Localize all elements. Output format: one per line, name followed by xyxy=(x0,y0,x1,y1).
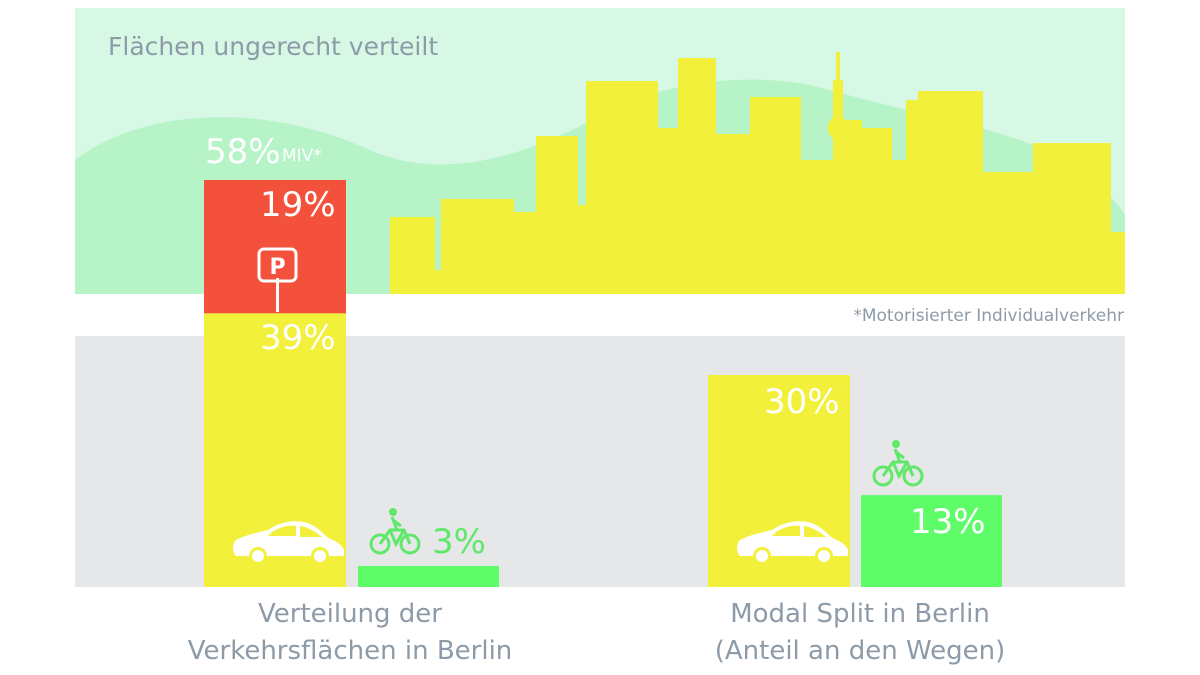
bicycle-icon xyxy=(872,440,924,487)
caption-line: (Anteil an den Wegen) xyxy=(714,636,1006,666)
bar-label-bike-trips: 13% xyxy=(910,502,986,542)
bar-label-parking: 19% xyxy=(260,185,336,225)
chart-caption-right: Modal Split in Berlin (Anteil an den Weg… xyxy=(680,596,1040,670)
caption-line: Verkehrsflächen in Berlin xyxy=(187,636,513,666)
parking-sign-label: P xyxy=(269,255,285,280)
miv-total-value: 58% xyxy=(205,132,281,172)
parking-sign-icon: P xyxy=(257,247,298,312)
car-icon xyxy=(737,521,848,565)
bar-parking-area xyxy=(204,180,346,314)
bar-label-car-trips: 30% xyxy=(764,382,840,422)
chart-title: Flächen ungerecht verteilt xyxy=(108,32,439,61)
caption-line: Verteilung der xyxy=(257,599,442,629)
footnote: *Motorisierter Individualverkehr xyxy=(853,306,1124,326)
chart-caption-left: Verteilung der Verkehrsflächen in Berlin xyxy=(180,596,520,670)
city-skyline-icon xyxy=(390,52,1125,294)
caption-line: Modal Split in Berlin xyxy=(730,599,990,629)
bar-label-bike-area: 3% xyxy=(432,522,486,562)
bar-label-car-area: 39% xyxy=(260,318,336,358)
miv-total-label: MIV* xyxy=(282,146,322,166)
bar-bike-trips xyxy=(861,495,1002,587)
bicycle-icon xyxy=(369,508,421,555)
car-icon xyxy=(233,521,344,565)
bar-bike-area xyxy=(358,565,499,587)
